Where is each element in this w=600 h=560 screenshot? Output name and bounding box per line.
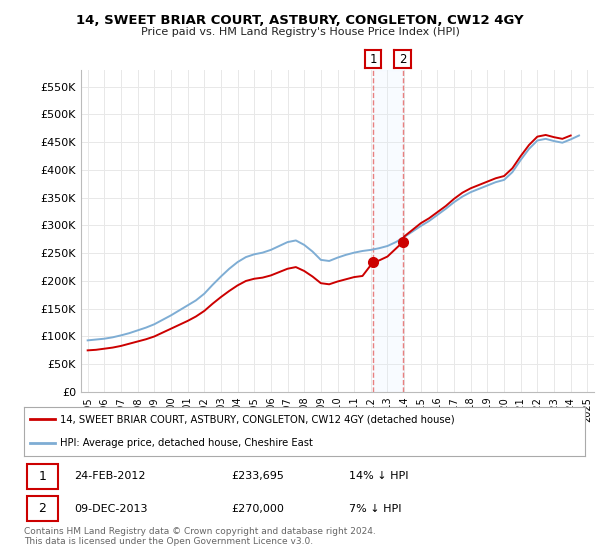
Text: 24-FEB-2012: 24-FEB-2012 <box>74 472 146 481</box>
Text: 14% ↓ HPI: 14% ↓ HPI <box>349 472 409 481</box>
Text: 1: 1 <box>38 470 46 483</box>
Text: £233,695: £233,695 <box>232 472 284 481</box>
Text: Contains HM Land Registry data © Crown copyright and database right 2024.
This d: Contains HM Land Registry data © Crown c… <box>24 527 376 547</box>
Text: 14, SWEET BRIAR COURT, ASTBURY, CONGLETON, CW12 4GY (detached house): 14, SWEET BRIAR COURT, ASTBURY, CONGLETO… <box>61 414 455 424</box>
Text: 2: 2 <box>38 502 46 515</box>
Text: 7% ↓ HPI: 7% ↓ HPI <box>349 504 402 514</box>
Text: 1: 1 <box>369 53 377 66</box>
Text: 2: 2 <box>399 53 407 66</box>
Text: 09-DEC-2013: 09-DEC-2013 <box>74 504 148 514</box>
FancyBboxPatch shape <box>27 496 58 521</box>
Text: 14, SWEET BRIAR COURT, ASTBURY, CONGLETON, CW12 4GY: 14, SWEET BRIAR COURT, ASTBURY, CONGLETO… <box>76 14 524 27</box>
Text: Price paid vs. HM Land Registry's House Price Index (HPI): Price paid vs. HM Land Registry's House … <box>140 27 460 37</box>
FancyBboxPatch shape <box>27 464 58 488</box>
Bar <box>373 70 403 392</box>
Text: £270,000: £270,000 <box>232 504 284 514</box>
Text: HPI: Average price, detached house, Cheshire East: HPI: Average price, detached house, Ches… <box>61 437 313 447</box>
